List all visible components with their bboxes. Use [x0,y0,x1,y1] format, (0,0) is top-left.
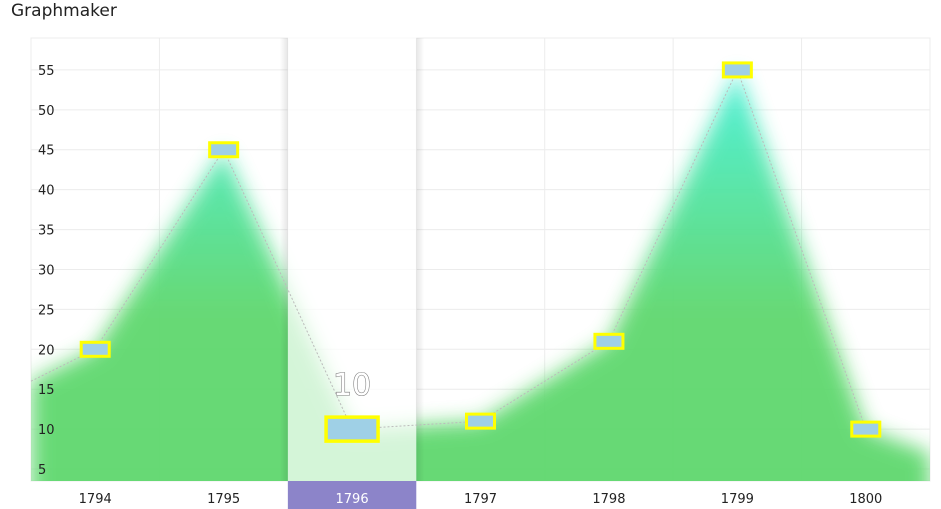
tick-labels: 5 10 15 20 25 30 35 40 45 50 55 1794 1795 1796 1797 179… [38,64,882,507]
highlight-band [279,36,425,509]
y-tick-label: 35 [38,224,55,239]
data-point-marker[interactable] [208,141,240,159]
y-tick-label: 45 [38,144,55,159]
data-markers [79,61,882,443]
data-point-marker[interactable] [465,412,496,430]
y-tick-label: 10 [38,423,55,438]
y-tick-label: 25 [38,303,55,318]
x-tick-label: 1798 [592,492,625,507]
selected-category-tab[interactable] [287,481,417,509]
data-point-marker[interactable] [850,420,882,438]
y-tick-label: 55 [38,64,55,79]
area-path [31,69,930,481]
data-point-marker[interactable] [324,415,380,443]
selected-column[interactable] [287,36,417,481]
x-tick-label: 1799 [721,492,754,507]
series-line [30,68,867,430]
data-point-marker[interactable] [79,340,111,358]
data-point-marker[interactable] [721,61,753,79]
y-tick-label: 15 [38,383,55,398]
series-path [30,68,867,430]
x-tick-label[interactable]: 1796 [336,492,369,507]
area-fill [31,69,930,481]
app-title: Graphmaker [11,1,117,21]
x-tick-label: 1794 [79,492,112,507]
y-tick-label: 40 [38,184,55,199]
x-tick-label: 1797 [464,492,497,507]
band-shadow-left [279,38,288,481]
y-tick-label: 20 [38,343,55,358]
y-tick-label: 50 [38,104,55,119]
x-tick-label: 1800 [849,492,882,507]
value-callout-label: 10 [333,368,371,403]
band-shadow-right [416,38,425,481]
y-tick-label: 5 [38,463,46,478]
data-point-marker[interactable] [593,332,625,350]
y-tick-label: 30 [38,263,55,278]
x-tick-label: 1795 [207,492,240,507]
